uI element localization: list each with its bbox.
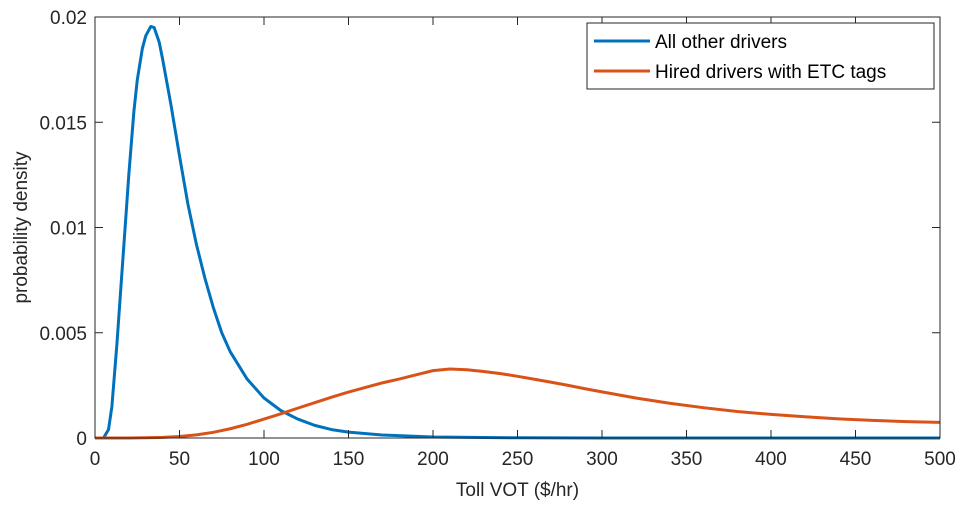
y-tick-label: 0.005	[39, 324, 87, 345]
x-tick-label: 400	[755, 449, 787, 470]
ticks-layer: 0 50 100 150 200 250 300 350 400 450 500 0 0.005 0.01…	[39, 8, 955, 470]
legend: All other drivers Hired drivers with ETC…	[586, 22, 935, 90]
series-line-0	[95, 24, 940, 440]
y-tick-label: 0	[76, 429, 87, 450]
legend-box	[586, 22, 935, 90]
y-tick-label: 0.015	[39, 113, 87, 134]
series-layer	[94, 24, 941, 440]
y-axis-label: probability density	[11, 151, 32, 304]
series-line-1	[94, 367, 941, 440]
x-tick-label: 100	[248, 449, 280, 470]
x-tick-label: 250	[502, 449, 534, 470]
y-tick-label: 0.01	[50, 219, 87, 240]
x-tick-label: 50	[169, 449, 190, 470]
legend-label-hired-drivers: Hired drivers with ETC tags	[655, 62, 886, 83]
x-tick-label: 500	[924, 449, 956, 470]
y-tick-label: 0.02	[50, 8, 87, 29]
x-tick-label: 300	[586, 449, 618, 470]
axes-box	[94, 16, 941, 439]
legend-label-all-other-drivers: All other drivers	[655, 32, 787, 53]
x-tick-label: 150	[333, 449, 365, 470]
x-tick-label: 0	[90, 449, 101, 470]
x-tick-label: 450	[840, 449, 872, 470]
x-tick-label: 200	[417, 449, 449, 470]
x-axis-label: Toll VOT ($/hr)	[456, 480, 579, 501]
x-tick-label: 350	[671, 449, 703, 470]
